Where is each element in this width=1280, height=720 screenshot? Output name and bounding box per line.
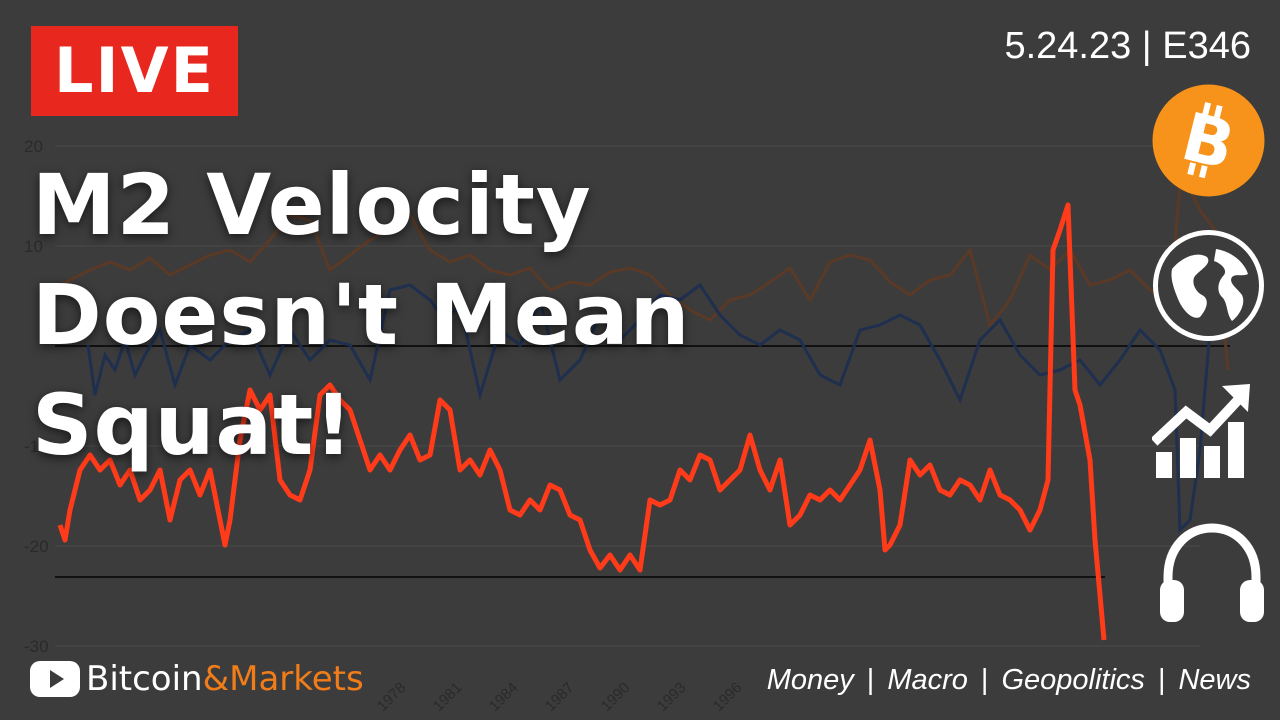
topic-macro: Macro xyxy=(887,664,968,696)
topics-bar: Money | Macro | Geopolitics | News xyxy=(767,662,1251,698)
live-badge: LIVE xyxy=(31,26,238,116)
topic-separator: | xyxy=(866,664,875,696)
episode-label: 5.24.23 | E346 xyxy=(1004,25,1251,67)
topic-money: Money xyxy=(766,664,854,696)
brand-logo: Bitcoin&Markets xyxy=(30,656,364,702)
y-tick-label: 10 xyxy=(24,237,43,256)
brand-name-part-1: Bitcoin xyxy=(86,659,203,699)
live-label: LIVE xyxy=(54,34,215,107)
globe-icon xyxy=(1153,230,1264,341)
bitcoin-icon: B xyxy=(1152,84,1265,197)
growth-chart-icon xyxy=(1152,384,1250,478)
topic-geopolitics: Geopolitics xyxy=(1001,664,1145,696)
headline-line-2: Doesn't Mean xyxy=(32,266,691,364)
headline: M2 Velocity Doesn't Mean Squat! xyxy=(32,150,752,480)
topic-news: News xyxy=(1178,664,1251,696)
y-tick-label: -30 xyxy=(24,637,49,656)
brand-name-part-2: &Markets xyxy=(202,659,364,699)
headline-line-1: M2 Velocity xyxy=(32,156,592,254)
headline-line-3: Squat! xyxy=(32,376,354,474)
topic-separator: | xyxy=(1157,664,1166,696)
y-tick-label: -20 xyxy=(24,537,49,556)
headphones-icon xyxy=(1160,523,1264,622)
youtube-icon xyxy=(30,661,80,697)
topic-separator: | xyxy=(980,664,989,696)
y-tick-label: -1 xyxy=(24,437,39,456)
y-tick-label: 20 xyxy=(24,137,43,156)
